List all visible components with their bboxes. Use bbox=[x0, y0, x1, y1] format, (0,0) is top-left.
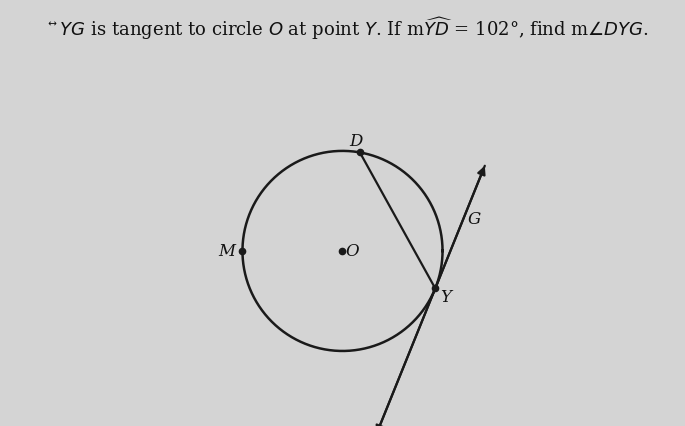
Text: Y: Y bbox=[440, 288, 451, 305]
Text: G: G bbox=[468, 210, 481, 227]
Text: M: M bbox=[218, 243, 235, 260]
Text: O: O bbox=[346, 243, 360, 260]
Text: D: D bbox=[349, 132, 362, 150]
Text: $\overleftrightarrow{YG}$ is tangent to circle $O$ at point $Y$. If m$\widehat{Y: $\overleftrightarrow{YG}$ is tangent to … bbox=[48, 15, 649, 42]
